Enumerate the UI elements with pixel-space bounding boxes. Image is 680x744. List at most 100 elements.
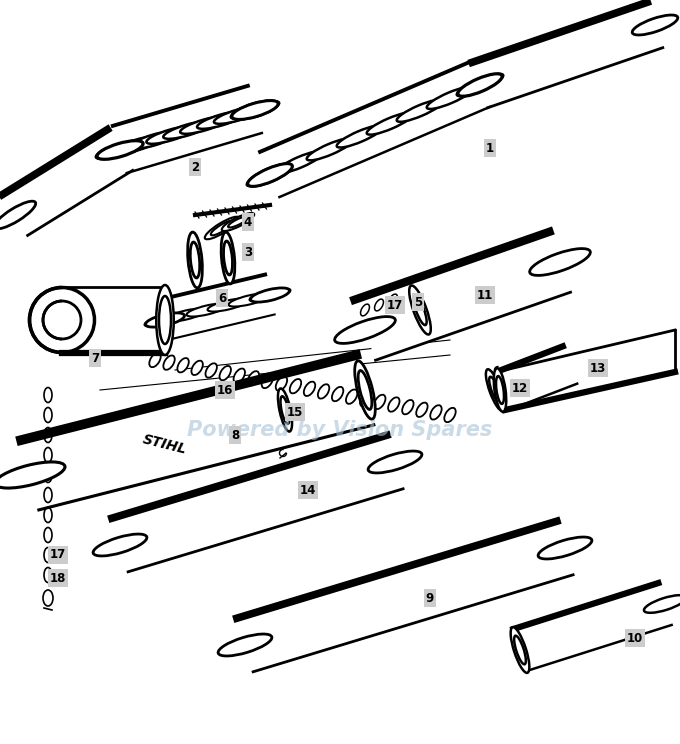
Text: 2: 2 <box>191 161 199 173</box>
Ellipse shape <box>186 304 227 316</box>
Ellipse shape <box>180 116 228 134</box>
Ellipse shape <box>388 294 397 306</box>
Ellipse shape <box>220 366 231 380</box>
Ellipse shape <box>205 363 217 378</box>
Ellipse shape <box>290 379 301 394</box>
Ellipse shape <box>375 299 384 311</box>
Text: 13: 13 <box>590 362 606 374</box>
Ellipse shape <box>231 101 279 119</box>
Ellipse shape <box>248 164 292 186</box>
Ellipse shape <box>192 361 203 375</box>
Ellipse shape <box>360 304 369 316</box>
Polygon shape <box>260 62 490 197</box>
Polygon shape <box>513 583 672 671</box>
Polygon shape <box>505 330 675 410</box>
Ellipse shape <box>146 126 195 144</box>
Ellipse shape <box>44 568 52 583</box>
Ellipse shape <box>277 151 323 173</box>
Ellipse shape <box>368 451 422 473</box>
Ellipse shape <box>44 487 52 502</box>
Ellipse shape <box>367 112 413 135</box>
Ellipse shape <box>355 361 375 419</box>
Ellipse shape <box>318 384 329 399</box>
Polygon shape <box>498 347 577 408</box>
Text: 15: 15 <box>287 405 303 418</box>
Text: Powered by Vision Spares: Powered by Vision Spares <box>188 420 492 440</box>
Ellipse shape <box>644 595 680 613</box>
Ellipse shape <box>335 317 395 344</box>
Ellipse shape <box>93 534 147 556</box>
Polygon shape <box>237 522 573 672</box>
Ellipse shape <box>0 462 65 488</box>
Ellipse shape <box>177 358 189 373</box>
Ellipse shape <box>207 298 248 312</box>
Ellipse shape <box>360 392 371 406</box>
Polygon shape <box>113 86 262 173</box>
Ellipse shape <box>228 217 248 228</box>
Ellipse shape <box>44 467 52 483</box>
Ellipse shape <box>248 164 292 186</box>
Text: 3: 3 <box>244 246 252 258</box>
Ellipse shape <box>44 548 52 562</box>
Text: 8: 8 <box>231 429 239 441</box>
Text: 7: 7 <box>91 351 99 365</box>
Ellipse shape <box>486 369 504 411</box>
Ellipse shape <box>396 100 443 122</box>
Text: 4: 4 <box>244 216 252 228</box>
Ellipse shape <box>275 376 287 391</box>
Ellipse shape <box>632 15 678 35</box>
Polygon shape <box>354 232 571 360</box>
Text: 9: 9 <box>426 591 434 604</box>
Ellipse shape <box>165 309 207 321</box>
Text: 5: 5 <box>414 295 422 309</box>
Ellipse shape <box>224 241 233 275</box>
Text: 6: 6 <box>218 292 226 304</box>
Ellipse shape <box>163 121 211 139</box>
Ellipse shape <box>248 371 259 385</box>
Ellipse shape <box>222 213 254 231</box>
Ellipse shape <box>496 376 504 404</box>
Ellipse shape <box>444 408 456 422</box>
Ellipse shape <box>163 356 175 370</box>
Ellipse shape <box>457 74 503 96</box>
Ellipse shape <box>388 397 400 411</box>
Ellipse shape <box>44 388 52 403</box>
Polygon shape <box>62 287 165 353</box>
Ellipse shape <box>190 242 200 278</box>
Ellipse shape <box>44 408 52 423</box>
Text: 1: 1 <box>486 141 494 155</box>
Polygon shape <box>21 355 374 510</box>
Ellipse shape <box>530 248 590 275</box>
Text: STIHL: STIHL <box>141 433 188 458</box>
Ellipse shape <box>44 507 52 522</box>
Polygon shape <box>2 129 133 235</box>
Ellipse shape <box>374 395 386 409</box>
Ellipse shape <box>234 368 245 383</box>
Ellipse shape <box>221 232 235 284</box>
Ellipse shape <box>44 527 52 542</box>
Ellipse shape <box>304 382 316 396</box>
Polygon shape <box>472 2 663 108</box>
Ellipse shape <box>188 232 203 288</box>
Ellipse shape <box>96 141 144 158</box>
Ellipse shape <box>489 376 500 403</box>
Ellipse shape <box>427 87 473 109</box>
Ellipse shape <box>538 537 592 559</box>
Ellipse shape <box>278 388 292 432</box>
Ellipse shape <box>337 125 384 147</box>
Ellipse shape <box>214 106 262 124</box>
Ellipse shape <box>43 590 53 606</box>
Ellipse shape <box>247 164 293 186</box>
Ellipse shape <box>150 353 160 368</box>
Polygon shape <box>160 275 275 339</box>
Text: 16: 16 <box>217 383 233 397</box>
Ellipse shape <box>307 138 353 161</box>
Ellipse shape <box>232 100 278 119</box>
Ellipse shape <box>97 141 143 159</box>
Text: 17: 17 <box>387 298 403 312</box>
Ellipse shape <box>402 400 413 414</box>
Ellipse shape <box>146 313 184 327</box>
Ellipse shape <box>44 447 52 463</box>
Text: 10: 10 <box>627 632 643 644</box>
Ellipse shape <box>113 136 161 154</box>
